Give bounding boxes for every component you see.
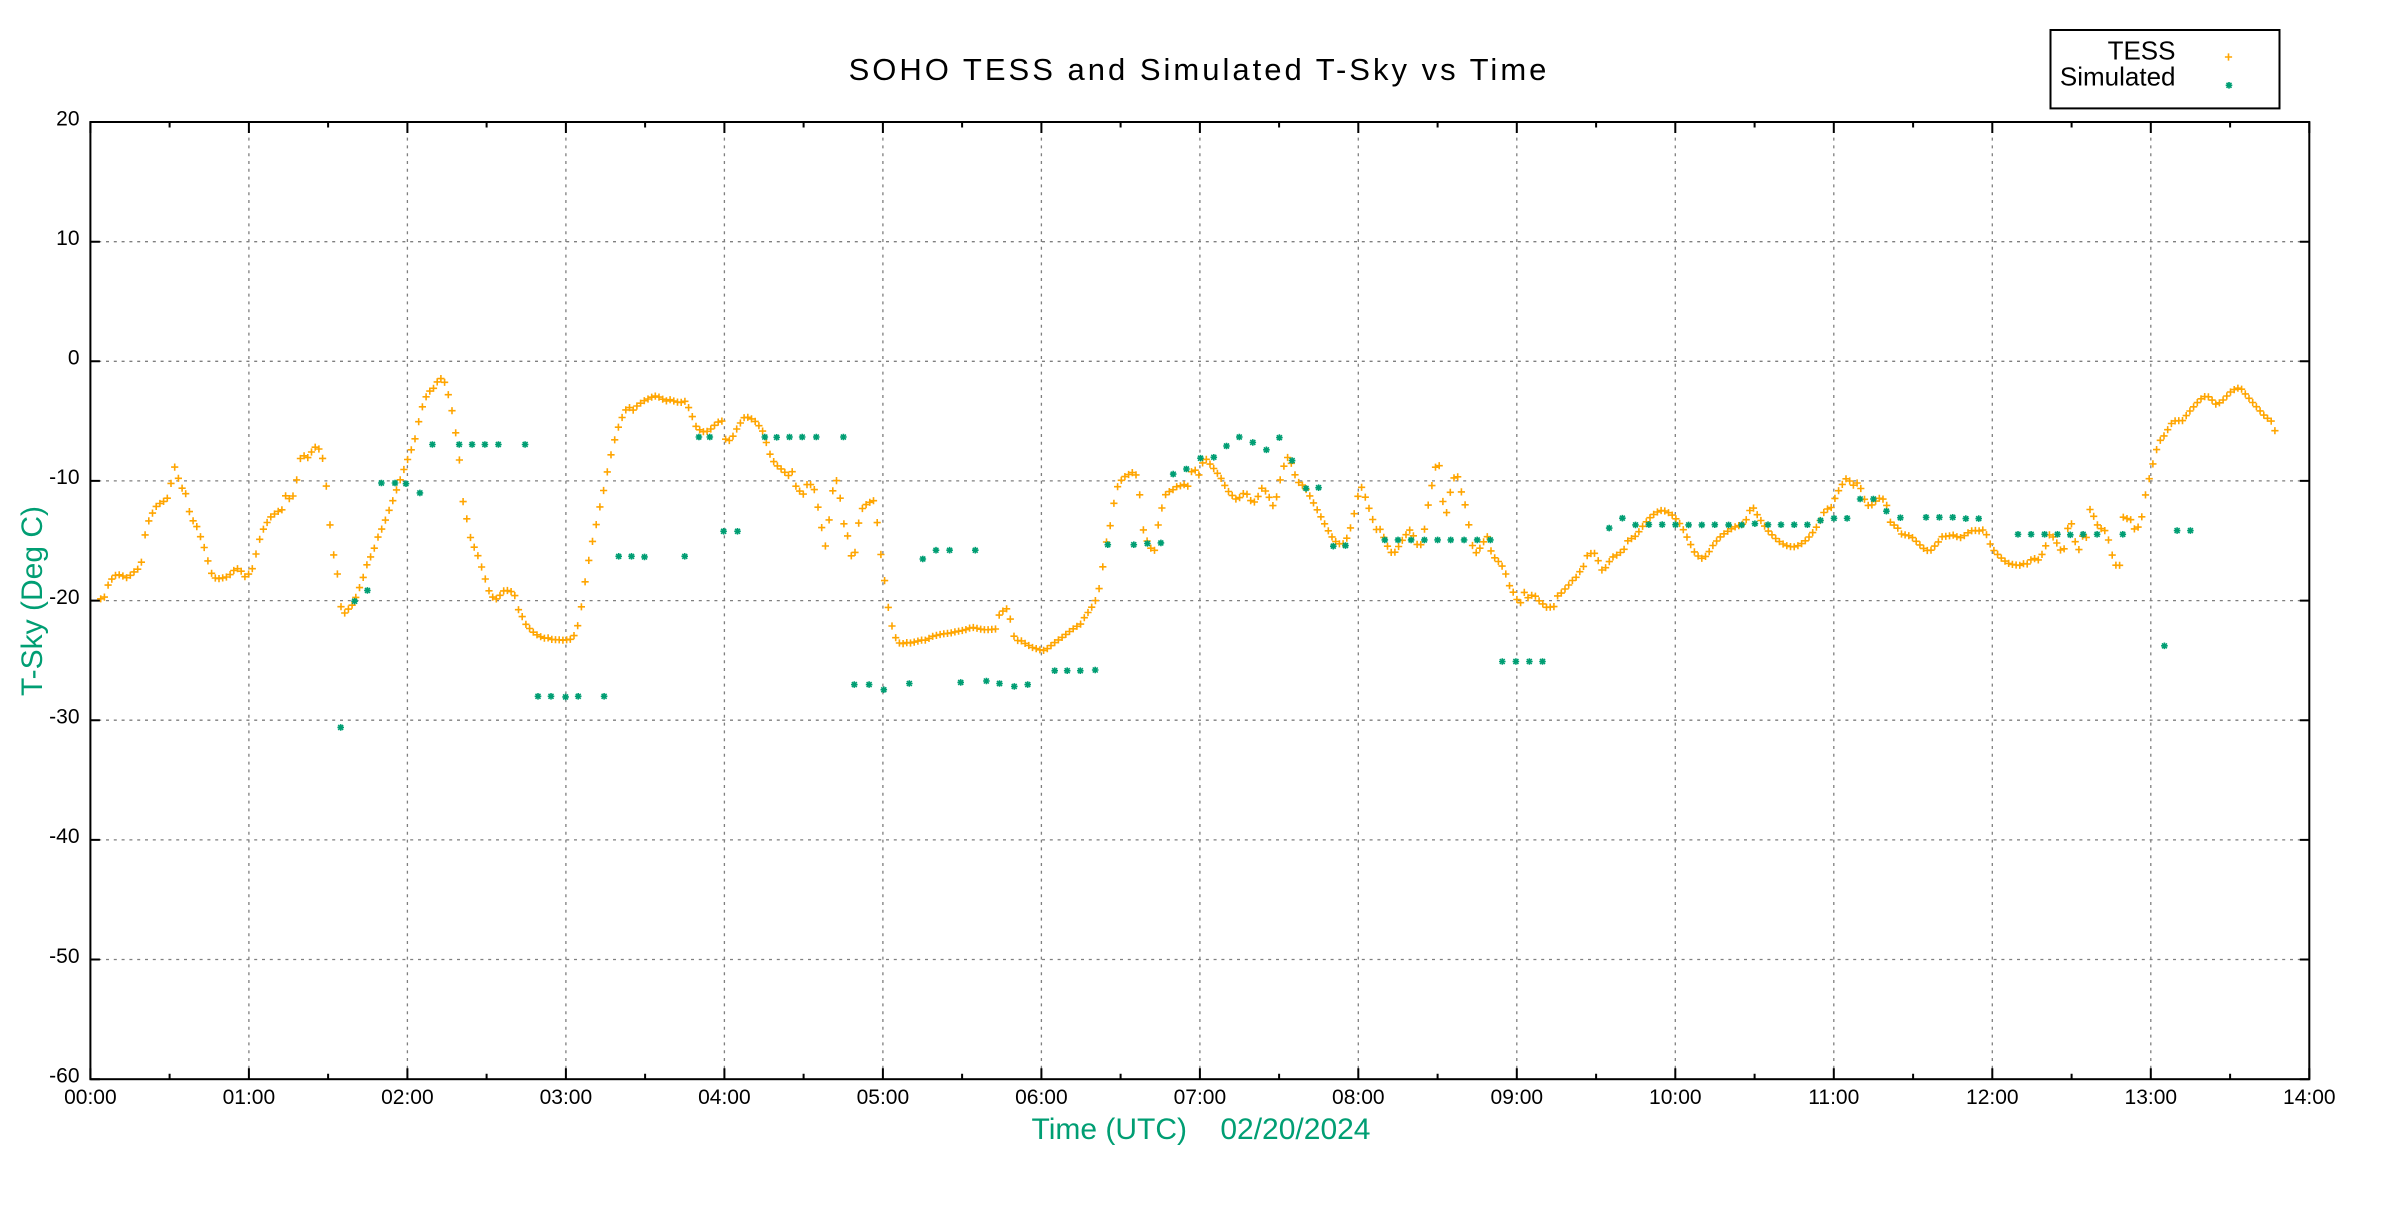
svg-text:SOHO TESS and Simulated T-Sky: SOHO TESS and Simulated T-Sky vs Time: [849, 52, 1550, 87]
svg-text:-30: -30: [49, 706, 79, 729]
svg-text:-40: -40: [49, 825, 79, 848]
svg-text:12:00: 12:00: [1966, 1086, 2019, 1109]
svg-text:06:00: 06:00: [1015, 1086, 1068, 1109]
svg-text:14:00: 14:00: [2283, 1086, 2336, 1109]
svg-text:09:00: 09:00: [1491, 1086, 1544, 1109]
svg-text:Time (UTC) 02/20/2024: Time (UTC) 02/20/2024: [1031, 1113, 1370, 1146]
svg-text:05:00: 05:00: [857, 1086, 910, 1109]
svg-text:-10: -10: [49, 466, 79, 489]
svg-text:0: 0: [68, 347, 80, 370]
svg-text:13:00: 13:00: [2125, 1086, 2178, 1109]
svg-text:10:00: 10:00: [1649, 1086, 1702, 1109]
svg-text:07:00: 07:00: [1174, 1086, 1227, 1109]
svg-text:10: 10: [56, 227, 79, 250]
svg-text:08:00: 08:00: [1332, 1086, 1385, 1109]
svg-text:20: 20: [56, 107, 79, 130]
svg-text:-20: -20: [49, 586, 79, 609]
svg-text:-50: -50: [49, 945, 79, 968]
svg-text:T-Sky (Deg C): T-Sky (Deg C): [16, 506, 49, 696]
svg-text:Simulated: Simulated: [2060, 62, 2176, 92]
svg-text:-60: -60: [49, 1065, 79, 1088]
svg-text:01:00: 01:00: [223, 1086, 276, 1109]
svg-text:TESS: TESS: [2108, 36, 2176, 66]
svg-text:00:00: 00:00: [64, 1086, 117, 1109]
svg-text:02:00: 02:00: [381, 1086, 434, 1109]
svg-text:04:00: 04:00: [698, 1086, 751, 1109]
svg-text:03:00: 03:00: [540, 1086, 593, 1109]
svg-text:11:00: 11:00: [1808, 1086, 1859, 1109]
